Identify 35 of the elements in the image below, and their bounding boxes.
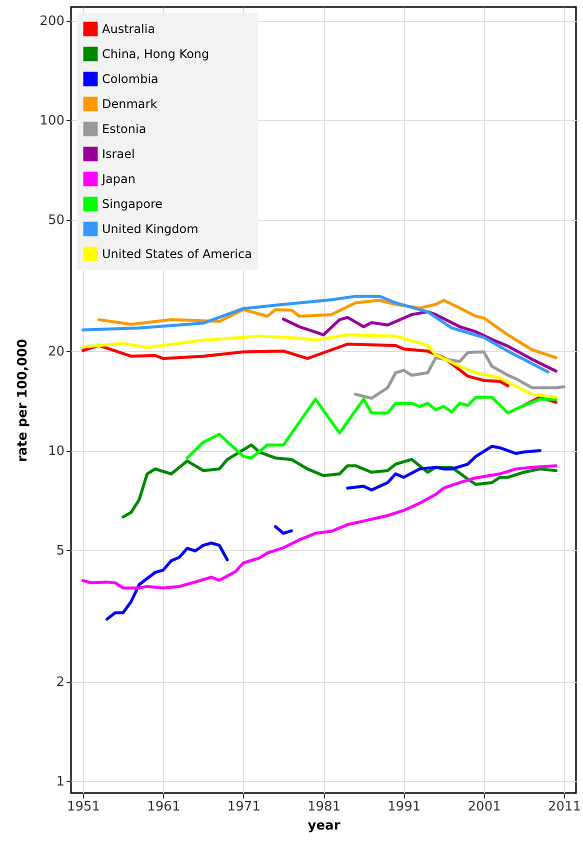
legend-label: United Kingdom [102, 222, 198, 236]
legend-label: Japan [101, 172, 136, 186]
line-series [98, 298, 558, 360]
legend-label: Colombia [102, 72, 158, 86]
line-series [82, 333, 558, 399]
line-series [82, 294, 550, 374]
legend-label: Australia [102, 22, 156, 36]
legend-label: Singapore [102, 197, 163, 211]
line-series [122, 443, 558, 518]
x-tick-label: 2001 [468, 800, 501, 814]
line-series [282, 310, 558, 373]
legend-label: Israel [102, 147, 135, 161]
legend-label: United States of America [102, 247, 252, 261]
x-tick-label: 1971 [227, 800, 260, 814]
x-tick-label: 1951 [66, 800, 100, 814]
y-tick-label: 50 [48, 213, 64, 228]
line-series [186, 396, 558, 460]
x-tick-label: 2011 [548, 800, 582, 814]
y-tick-label: 1 [56, 774, 64, 790]
y-tick-label: 10 [48, 444, 64, 460]
y-tick-label: 100 [40, 114, 64, 129]
y-tick-label: 200 [40, 14, 64, 30]
x-tick-label: 1981 [307, 800, 341, 814]
y-axis-title: rate per 100,000 [16, 338, 31, 462]
legend-label: Estonia [102, 122, 146, 136]
line-series [82, 464, 558, 590]
x-tick-label: 1991 [388, 800, 421, 814]
legend-label: Denmark [102, 97, 158, 111]
x-axis-title: year [308, 818, 341, 834]
line-series [354, 350, 566, 400]
legend-label: China, Hong Kong [102, 47, 210, 61]
y-tick-label: 2 [56, 675, 64, 690]
y-tick-label: 5 [56, 544, 64, 559]
y-tick-label: 20 [48, 344, 64, 360]
x-tick-label: 1961 [147, 800, 180, 814]
